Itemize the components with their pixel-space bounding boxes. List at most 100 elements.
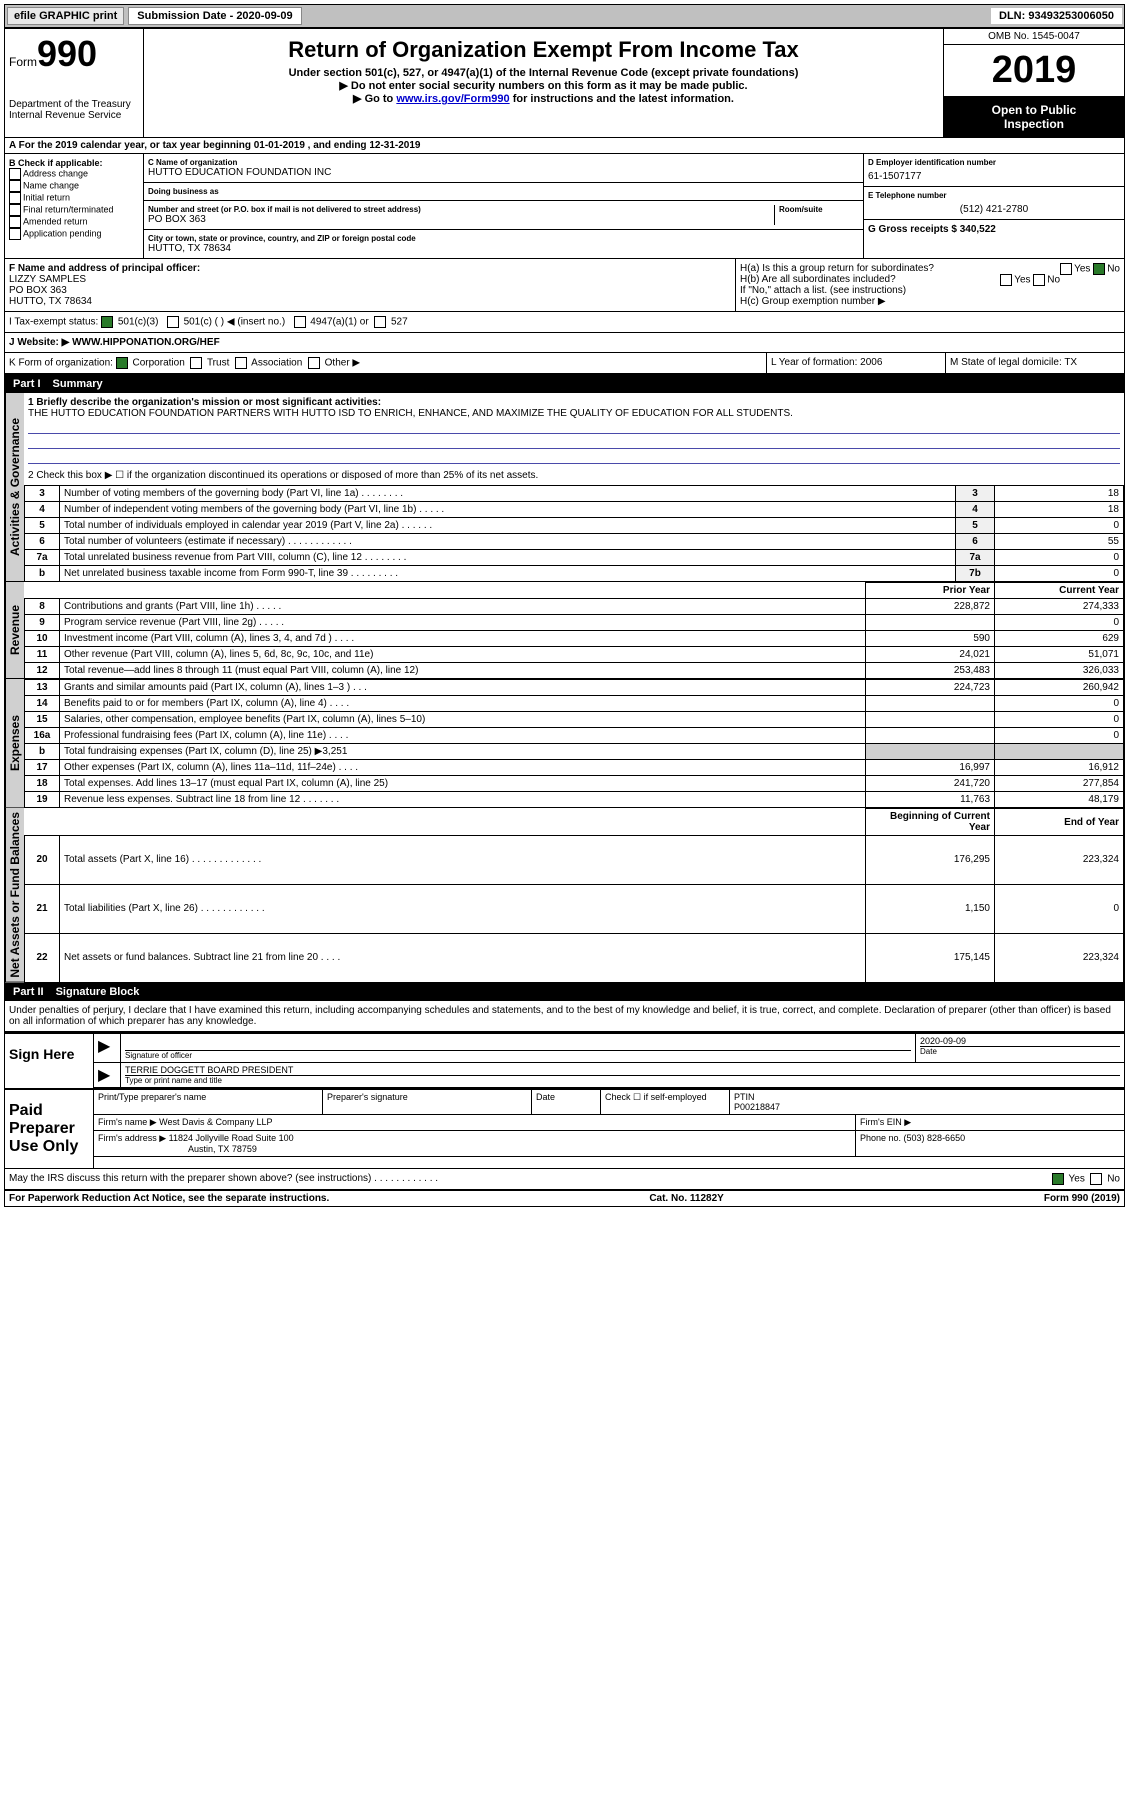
cb-corporation[interactable]: [116, 357, 128, 369]
cb-address-change[interactable]: Address change: [9, 168, 139, 180]
addr-label: Number and street (or P.O. box if mail i…: [148, 205, 774, 214]
cb-501c3[interactable]: [101, 316, 113, 328]
open-public-1: Open to Public: [950, 103, 1118, 117]
row-prior: 590: [866, 631, 995, 647]
ha-yes: Yes: [1074, 264, 1090, 275]
sig-name-label: Type or print name and title: [125, 1075, 1120, 1085]
irs-link[interactable]: www.irs.gov/Form990: [396, 93, 509, 105]
row-current: 0: [995, 615, 1124, 631]
row-val: 0: [995, 566, 1124, 582]
data-row: 20 Total assets (Part X, line 16) . . . …: [25, 836, 1124, 885]
cb-assoc[interactable]: [235, 357, 247, 369]
row-desc: Other expenses (Part IX, column (A), lin…: [60, 760, 866, 776]
city-label: City or town, state or province, country…: [148, 234, 859, 243]
opt-corp: Corporation: [133, 358, 185, 369]
website-value: WWW.HIPPONATION.ORG/HEF: [72, 337, 220, 348]
hc-label: H(c) Group exemption number ▶: [740, 296, 1120, 307]
row-prior: 224,723: [866, 680, 995, 696]
ha-no-cb[interactable]: [1093, 263, 1105, 275]
officer-addr2: HUTTO, TX 78634: [9, 296, 731, 307]
cb-name-change[interactable]: Name change: [9, 180, 139, 192]
paid-preparer-label: Paid Preparer Use Only: [5, 1090, 94, 1168]
data-row: 17 Other expenses (Part IX, column (A), …: [25, 760, 1124, 776]
cb-527[interactable]: [374, 316, 386, 328]
cb-amended-return[interactable]: Amended return: [9, 216, 139, 228]
addr-cell: Number and street (or P.O. box if mail i…: [144, 201, 863, 230]
row-current: 51,071: [995, 647, 1124, 663]
hb-no: No: [1047, 275, 1060, 286]
discuss-no-cb[interactable]: [1090, 1173, 1102, 1185]
cb-application-pending[interactable]: Application pending: [9, 228, 139, 240]
city-value: HUTTO, TX 78634: [148, 243, 859, 254]
irs-label: Internal Revenue Service: [9, 110, 139, 121]
dba-cell: Doing business as: [144, 183, 863, 201]
na-h-desc: [60, 809, 866, 836]
hb-row: H(b) Are all subordinates included? Yes …: [740, 274, 1120, 285]
gov-row: 5 Total number of individuals employed i…: [25, 518, 1124, 534]
instr-ssn: ▶ Do not enter social security numbers o…: [152, 79, 935, 92]
discuss-yes-cb[interactable]: [1052, 1173, 1064, 1185]
cb-trust[interactable]: [190, 357, 202, 369]
hb-yes-cb[interactable]: [1000, 274, 1012, 286]
mission-line-1: [28, 419, 1120, 434]
row-desc: Grants and similar amounts paid (Part IX…: [60, 680, 866, 696]
sig-row-2: ▶ TERRIE DOGGETT BOARD PRESIDENT Type or…: [94, 1063, 1124, 1088]
pp-sig-label: Preparer's signature: [323, 1090, 532, 1114]
row-current: 16,912: [995, 760, 1124, 776]
side-expenses: Expenses: [5, 679, 24, 808]
data-row: 9 Program service revenue (Part VIII, li…: [25, 615, 1124, 631]
cb-4947[interactable]: [294, 316, 306, 328]
footer-center: Cat. No. 11282Y: [649, 1193, 723, 1204]
pp-firm-addr-label: Firm's address ▶: [98, 1133, 166, 1143]
sig-date: 2020-09-09: [920, 1036, 1120, 1046]
cb-initial-return[interactable]: Initial return: [9, 192, 139, 204]
cb-501c[interactable]: [167, 316, 179, 328]
data-row: b Total fundraising expenses (Part IX, c…: [25, 744, 1124, 760]
org-name-label: C Name of organization: [148, 158, 859, 167]
row-val: 55: [995, 534, 1124, 550]
officer-label: F Name and address of principal officer:: [9, 263, 731, 274]
efile-graphic-button[interactable]: efile GRAPHIC print: [7, 7, 124, 25]
opt-4947: 4947(a)(1) or: [310, 317, 368, 328]
row-num: 19: [25, 792, 60, 808]
pp-firm-addr1: 11824 Jollyville Road Suite 100: [169, 1133, 294, 1143]
row-current: 0: [995, 712, 1124, 728]
officer-addr1: PO BOX 363: [9, 285, 731, 296]
row-box: 7b: [956, 566, 995, 582]
sig-name: TERRIE DOGGETT BOARD PRESIDENT: [125, 1065, 1120, 1075]
open-public: Open to Public Inspection: [944, 97, 1124, 137]
footer-right: Form 990 (2019): [1044, 1193, 1120, 1204]
cb-final-return[interactable]: Final return/terminated: [9, 204, 139, 216]
tax-exempt-row: I Tax-exempt status: 501(c)(3) 501(c) ( …: [5, 312, 1124, 332]
sig-officer-label: Signature of officer: [125, 1050, 911, 1060]
row-prior: 175,145: [866, 933, 995, 982]
submission-date-label: Submission Date - 2020-09-09: [128, 7, 301, 25]
box-l: L Year of formation: 2006: [766, 353, 945, 373]
cb-other[interactable]: [308, 357, 320, 369]
pp-firm-addr2: Austin, TX 78759: [188, 1144, 851, 1154]
discuss-label: May the IRS discuss this return with the…: [9, 1173, 1052, 1185]
row-num: b: [25, 566, 60, 582]
row-num: 9: [25, 615, 60, 631]
sig-name-cell: TERRIE DOGGETT BOARD PRESIDENT Type or p…: [121, 1063, 1124, 1087]
pp-firm-name: West Davis & Company LLP: [159, 1117, 272, 1127]
gov-row: 3 Number of voting members of the govern…: [25, 486, 1124, 502]
row-desc: Program service revenue (Part VIII, line…: [60, 615, 866, 631]
gross-receipts: G Gross receipts $ 340,522: [868, 224, 1120, 235]
opt-assoc: Association: [251, 358, 302, 369]
open-public-2: Inspection: [950, 117, 1118, 131]
side-netassets: Net Assets or Fund Balances: [5, 808, 24, 983]
row-desc: Total number of individuals employed in …: [60, 518, 956, 534]
mission-line-3: [28, 449, 1120, 464]
hb-no-cb[interactable]: [1033, 274, 1045, 286]
row-desc: Total revenue—add lines 8 through 11 (mu…: [60, 663, 866, 679]
line2-checkbox: 2 Check this box ▶ ☐ if the organization…: [28, 470, 1120, 481]
row-current: 629: [995, 631, 1124, 647]
ha-yes-cb[interactable]: [1060, 263, 1072, 275]
row-desc: Benefits paid to or for members (Part IX…: [60, 696, 866, 712]
form-label: Form: [9, 55, 37, 69]
ha-no: No: [1107, 264, 1120, 275]
org-name-cell: C Name of organization HUTTO EDUCATION F…: [144, 154, 863, 183]
row-num: 3: [25, 486, 60, 502]
row-desc: Number of voting members of the governin…: [60, 486, 956, 502]
